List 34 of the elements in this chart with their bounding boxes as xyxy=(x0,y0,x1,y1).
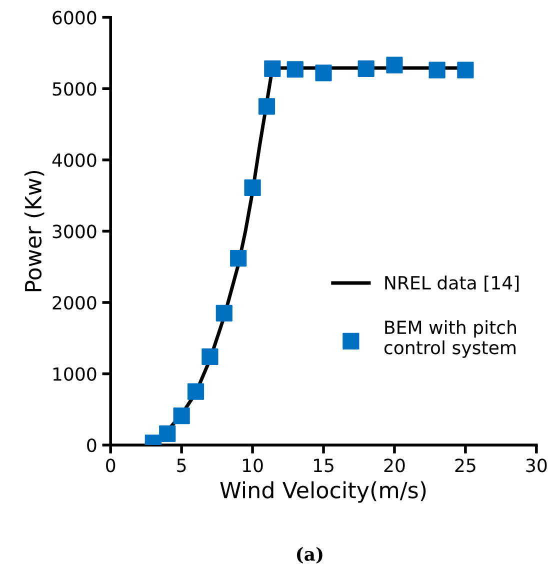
point xyxy=(264,60,281,77)
point xyxy=(173,408,190,424)
point xyxy=(386,56,403,74)
point xyxy=(315,64,332,82)
point xyxy=(187,383,204,400)
point xyxy=(159,425,176,442)
y-tick-label: 0 xyxy=(87,438,96,452)
point xyxy=(258,98,276,115)
x-tick-label: 25 xyxy=(455,458,476,472)
y-tick-label: 6000 xyxy=(52,10,96,24)
x-tick-label: 0 xyxy=(106,458,116,472)
point xyxy=(428,62,446,78)
y-tick-label: 2000 xyxy=(52,296,96,310)
point xyxy=(244,179,261,196)
x-tick-label: 5 xyxy=(177,458,186,472)
x-tick-label: 20 xyxy=(384,458,405,472)
x-tick-label: 30 xyxy=(526,458,547,472)
y-tick-label: 5000 xyxy=(52,82,96,96)
point xyxy=(358,60,374,77)
text: (a) xyxy=(296,546,322,564)
y-tick-label: 3000 xyxy=(52,224,96,238)
x-tick-label: 10 xyxy=(243,458,263,472)
point xyxy=(457,62,474,78)
y-tick-label: 1000 xyxy=(53,367,96,381)
y-tick-label: 4000 xyxy=(52,153,96,168)
point xyxy=(286,61,304,78)
point xyxy=(202,348,218,365)
y-axis-title: Power (Kw) xyxy=(24,170,44,292)
legend-label: BEM with pitch control system xyxy=(384,320,516,358)
point xyxy=(216,304,232,322)
point xyxy=(230,250,247,267)
x-axis-title: Wind Velocity(m/s) xyxy=(220,481,426,503)
legend-label: NREL data [14] xyxy=(385,276,519,292)
x-tick-label: 15 xyxy=(314,458,334,472)
